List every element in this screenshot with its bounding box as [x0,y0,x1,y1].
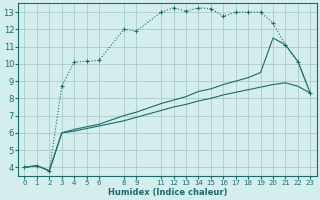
X-axis label: Humidex (Indice chaleur): Humidex (Indice chaleur) [108,188,227,197]
